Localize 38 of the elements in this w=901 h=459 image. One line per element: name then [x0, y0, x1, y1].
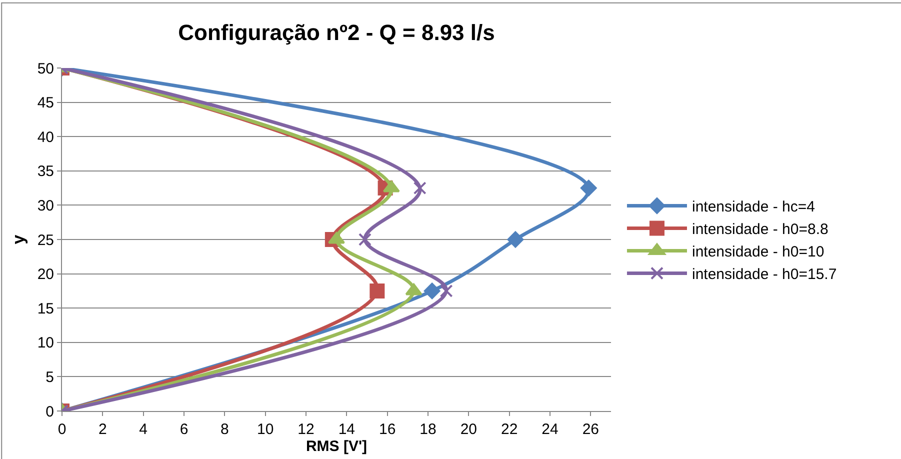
y-tick-label: 50 [37, 60, 54, 78]
legend-label: intensidade - hc=4 [692, 198, 815, 216]
point [440, 284, 453, 298]
y-tick-label: 10 [37, 334, 54, 352]
x-tick-label: 12 [298, 421, 314, 438]
x-tick-label: 24 [542, 421, 558, 438]
y-tick-label: 30 [37, 197, 54, 214]
x-tick-label: 20 [460, 421, 478, 438]
y-tick-label: 20 [37, 266, 54, 284]
x-tick-label: 22 [500, 421, 518, 438]
point [370, 283, 385, 298]
legend-label: intensidade - h0=8.8 [692, 221, 828, 238]
y-tick-label: 35 [37, 163, 54, 180]
chart-title: Configuração nº2 - Q = 8.93 l/s [178, 20, 495, 45]
legend-label: intensidade - h0=10 [692, 244, 824, 261]
x-tick-label: 10 [256, 421, 274, 438]
x-axis-title: RMS [V'] [306, 438, 368, 455]
legend-label: intensidade - h0=15.7 [692, 266, 837, 284]
point [413, 182, 426, 195]
point [424, 282, 440, 300]
x-tick-label: 18 [420, 421, 436, 438]
y-axis-title: y [8, 234, 28, 244]
y-tick-label: 25 [37, 232, 54, 249]
y-tick-label: 0 [46, 403, 54, 420]
x-tick-label: 14 [338, 421, 356, 438]
x-tick-label: 4 [139, 421, 148, 438]
point [358, 233, 372, 246]
x-tick-label: 6 [180, 421, 188, 438]
y-tick-label: 45 [37, 94, 54, 112]
y-tick-label: 15 [37, 300, 54, 318]
x-tick-label: 2 [98, 421, 107, 438]
x-tick-label: 0 [58, 421, 66, 438]
y-tick-label: 5 [46, 368, 54, 386]
x-tick-label: 8 [220, 421, 229, 438]
point [507, 231, 524, 248]
x-tick-label: 26 [582, 421, 600, 438]
y-tick-label: 40 [37, 128, 54, 146]
x-tick-label: 16 [378, 421, 396, 438]
